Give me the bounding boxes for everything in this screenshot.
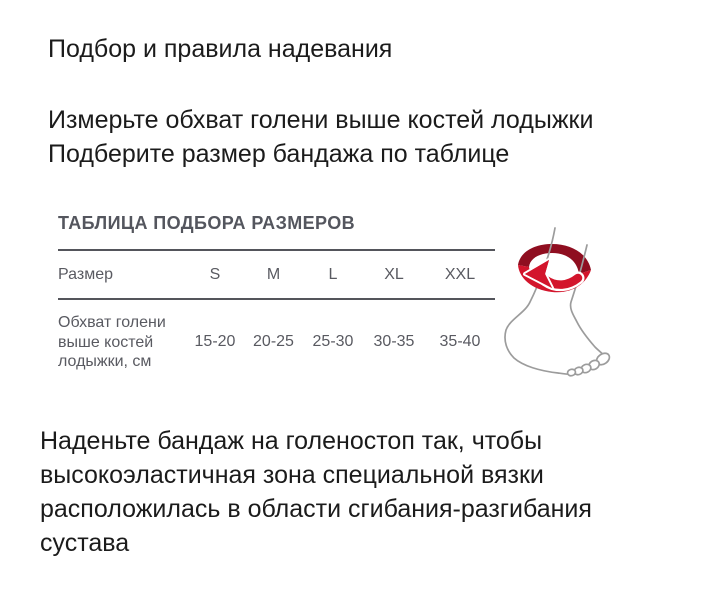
size-cell-m: M bbox=[266, 265, 281, 283]
table-row-size: Размер S M L XL XXL bbox=[58, 251, 495, 298]
circumference-cell-xxl: 35-40 bbox=[439, 333, 481, 351]
intro-paragraph: Измерьте обхват голени выше костей лодыж… bbox=[48, 103, 593, 171]
ankle-foot-measuring-wrap-icon bbox=[504, 227, 611, 377]
wrap-arrow-icon bbox=[523, 258, 585, 292]
size-cell-l: L bbox=[328, 265, 338, 283]
circumference-cell-xl: 30-35 bbox=[373, 333, 415, 351]
circumference-row-label: Обхват голени выше костей лодыжки, см bbox=[58, 314, 166, 370]
table-rule-middle bbox=[58, 298, 495, 300]
instruction-paragraph: Наденьте бандаж на голеностоп так, чтобы… bbox=[40, 427, 592, 557]
toes bbox=[566, 352, 611, 377]
size-table-title: ТАБЛИЦА ПОДБОРА РАЗМЕРОВ bbox=[58, 213, 356, 233]
table-rule-top bbox=[58, 249, 495, 251]
intro-line-choose-size: Подберите размер бандажа по таблице bbox=[48, 140, 510, 168]
band-back bbox=[518, 244, 591, 274]
circumference-cell-l: 25-30 bbox=[312, 333, 354, 351]
circumference-cell-m: 20-25 bbox=[253, 333, 294, 351]
size-row-label: Размер bbox=[58, 265, 113, 283]
size-selection-table: ТАБЛИЦА ПОДБОРА РАЗМЕРОВ Размер S M L XL… bbox=[58, 212, 495, 372]
size-cell-xxl: XXL bbox=[444, 265, 476, 283]
size-cell-s: S bbox=[209, 265, 221, 283]
size-cell-xl: XL bbox=[384, 265, 404, 283]
circumference-cell-s: 15-20 bbox=[194, 333, 236, 351]
intro-line-measure: Измерьте обхват голени выше костей лодыж… bbox=[48, 106, 594, 134]
page-title: Подбор и правила надевания bbox=[48, 35, 393, 63]
foot-outline bbox=[504, 227, 611, 377]
table-row-circumference: Обхват голени выше костей лодыжки, см 15… bbox=[58, 300, 495, 372]
